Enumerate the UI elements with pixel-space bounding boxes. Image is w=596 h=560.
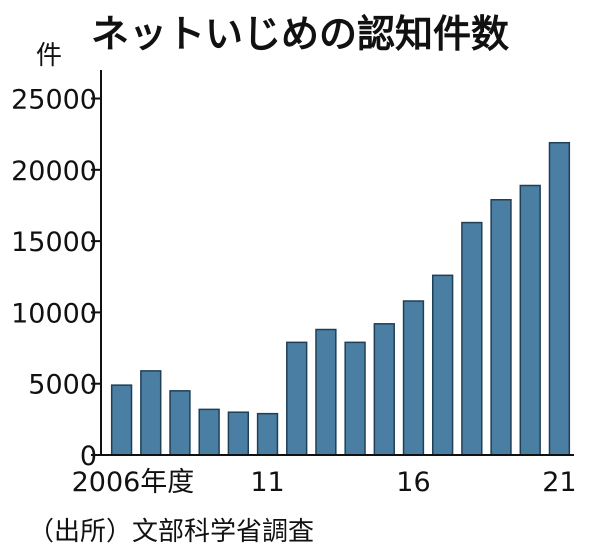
y-tick-label: 10000 xyxy=(11,298,97,329)
bar-10 xyxy=(227,411,250,456)
bar-14 xyxy=(344,341,366,456)
x-tick-label: 16 xyxy=(396,467,430,498)
axis-frame xyxy=(100,70,574,456)
y-tick-label: 0 xyxy=(80,441,97,472)
y-tick-label: 20000 xyxy=(11,156,97,187)
x-axis-ticks: 2006年度 11 16 21 xyxy=(72,467,577,498)
bar-09 xyxy=(198,408,220,456)
x-tick-label: 2006年度 xyxy=(72,467,195,498)
bar-17 xyxy=(431,274,454,456)
source-note: （出所）文部科学省調査 xyxy=(28,517,314,547)
bar-12 xyxy=(286,341,308,456)
y-axis-ticks: 0 5000 10000 15000 20000 25000 xyxy=(11,85,101,472)
bar-21 xyxy=(548,141,571,456)
chart-title: ネットいじめの認知件数 xyxy=(91,12,509,56)
y-tick-label: 5000 xyxy=(28,370,97,401)
bar-07 xyxy=(140,370,162,456)
bar-13 xyxy=(315,328,337,456)
x-tick-label: 11 xyxy=(250,467,284,498)
bar-19 xyxy=(490,199,512,456)
bars xyxy=(110,141,571,456)
bar-2006年度 xyxy=(110,384,133,456)
bar-18 xyxy=(461,221,483,456)
y-tick-label: 25000 xyxy=(11,85,97,116)
bar-15 xyxy=(373,323,395,456)
bar-16 xyxy=(402,300,425,456)
y-tick-label: 15000 xyxy=(11,227,97,258)
bar-20 xyxy=(519,184,541,456)
bar-08 xyxy=(169,390,191,456)
y-axis-unit-label: 件 xyxy=(36,41,62,71)
bar-11 xyxy=(256,412,279,456)
x-tick-label: 21 xyxy=(542,467,576,498)
